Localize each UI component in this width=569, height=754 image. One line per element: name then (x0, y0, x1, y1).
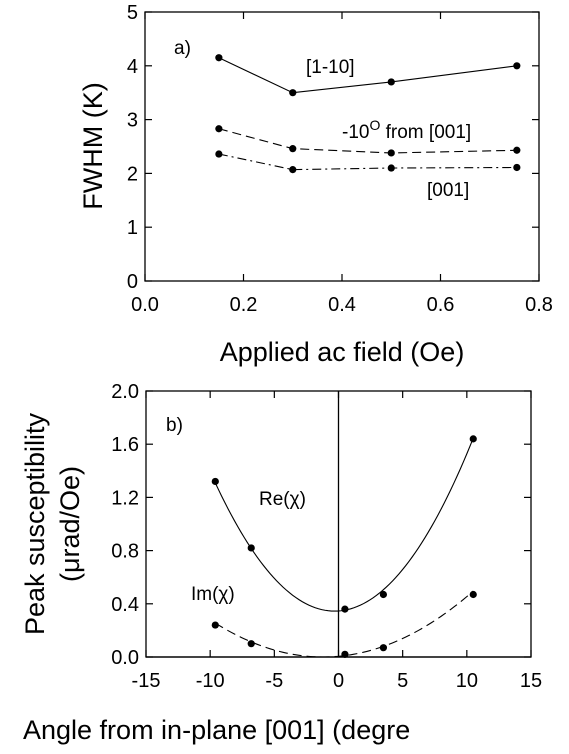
panel-a-series-lines (218, 57, 517, 171)
panel-a-data-points (215, 54, 521, 174)
x-tick-label: 10 (456, 670, 478, 692)
data-point (387, 164, 395, 172)
data-point (341, 605, 349, 613)
x-tick-label: 0.2 (230, 294, 258, 316)
data-point (215, 125, 223, 133)
y-tick-label: 2.0 (111, 381, 139, 403)
panel-a-label: a) (174, 38, 191, 59)
data-point (289, 166, 297, 174)
series-label-re-chi: Re(χ) (259, 489, 306, 510)
panel-b-label: b) (166, 415, 183, 436)
y-tick-label: 0.8 (111, 541, 139, 563)
series-line-0 (214, 437, 474, 612)
data-point (341, 650, 349, 658)
data-point (289, 145, 297, 153)
y-tick-label: 1 (127, 217, 138, 239)
panel-a-x-ticks: 0.0 0.2 0.4 0.6 0.8 (131, 12, 553, 316)
panel-b-x-axis-label: Angle from in-plane [001] (degre (23, 715, 410, 745)
data-point (211, 477, 219, 486)
x-tick-label: 0.0 (131, 294, 159, 316)
panel-a-y-ticks: 0 1 2 3 4 5 (127, 2, 539, 293)
series-label-1-10: [1-10] (306, 57, 355, 78)
panel-b-y-ticks: 0.0 0.4 0.8 1.2 1.6 2.0 (111, 381, 531, 669)
x-tick-label: 0.6 (427, 294, 455, 316)
y-tick-label: 4 (127, 56, 138, 78)
panel-b-data-points (211, 435, 477, 658)
data-point (469, 435, 477, 443)
y-tick-label: 0.4 (111, 594, 139, 616)
series-label-001: [001] (427, 180, 469, 201)
panel-a-plot-frame (144, 11, 540, 282)
x-tick-label: 15 (520, 670, 542, 692)
data-point (211, 621, 219, 629)
data-point (247, 640, 255, 648)
data-point (387, 78, 395, 86)
x-tick-label: -10 (196, 670, 225, 692)
y-tick-label: 5 (127, 2, 138, 24)
y-tick-label: 3 (127, 110, 138, 132)
data-point (513, 163, 521, 172)
data-point (215, 54, 223, 62)
data-point (379, 590, 388, 599)
series-line-0 (218, 57, 517, 94)
panel-a-y-axis-label: FWHM (K) (78, 82, 108, 209)
series-label-minus10-from-001: -10O from [001] (342, 117, 471, 143)
x-tick-label: -15 (132, 670, 161, 692)
y-tick-label: 1.2 (111, 487, 139, 509)
data-point (215, 150, 223, 158)
series-label-im-chi: Im(χ) (191, 584, 235, 605)
x-tick-label: 5 (397, 670, 408, 692)
panel-a-x-axis-label: Applied ac field (Oe) (220, 337, 465, 367)
panel-a-chart: 0 1 2 3 4 5 0.0 0.2 0.4 0.6 0.8 a) [1-10] -10O fr… (78, 2, 553, 367)
data-point (289, 89, 297, 97)
x-tick-label: -5 (265, 670, 283, 692)
panel-b-x-ticks: -15 -10 -5 0 5 10 15 (132, 391, 542, 692)
panel-b-chart: 0.0 0.4 0.8 1.2 1.6 2.0 -15 -10 -5 0 5 10 15 b) Re(… (20, 381, 542, 745)
data-point (379, 644, 388, 652)
y-tick-label: 2 (127, 163, 138, 185)
x-tick-label: 0 (333, 670, 344, 692)
series-line-2 (218, 153, 517, 171)
x-tick-label: 0.8 (525, 294, 553, 316)
data-point (513, 62, 521, 70)
x-tick-label: 0.4 (328, 294, 356, 316)
y-tick-label: 0 (127, 271, 138, 293)
data-point (469, 590, 477, 599)
data-point (513, 146, 521, 154)
data-point (247, 544, 255, 552)
y-tick-label: 1.6 (111, 434, 139, 456)
data-point (387, 149, 395, 157)
series-line-1 (215, 590, 474, 658)
panel-b-y-axis-label-line1: Peak susceptibility (20, 412, 50, 635)
y-tick-label: 0.0 (111, 647, 139, 669)
panel-b-y-axis-label-line2: (μrad/Oe) (55, 466, 85, 582)
